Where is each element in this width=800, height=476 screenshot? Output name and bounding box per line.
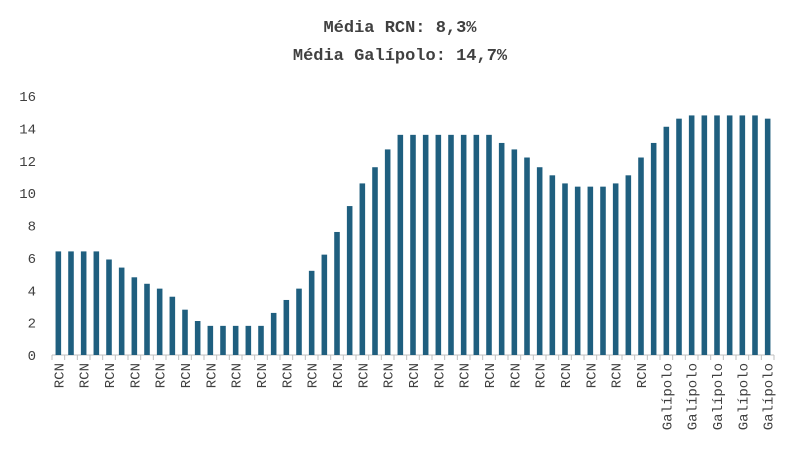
y-tick-label: 8	[28, 220, 36, 236]
bar	[144, 283, 150, 355]
y-tick-label: 10	[19, 187, 36, 203]
bar	[359, 183, 366, 355]
bar	[562, 183, 568, 355]
y-tick-label: 6	[28, 252, 36, 268]
bar	[536, 167, 543, 355]
bar	[600, 186, 606, 355]
x-tick-label: RCN	[356, 363, 372, 388]
bar	[321, 254, 328, 355]
x-tick-label: Galípolo	[736, 363, 752, 430]
bar	[688, 115, 695, 355]
bar	[194, 321, 201, 355]
bar	[80, 251, 87, 355]
y-tick-label: 0	[28, 349, 36, 365]
x-tick-label: RCN	[331, 363, 347, 388]
x-tick-label: RCN	[559, 363, 575, 388]
x-tick-label: RCN	[534, 363, 550, 388]
x-tick-label: RCN	[230, 363, 246, 388]
bar	[182, 309, 188, 355]
bar	[435, 134, 442, 355]
bar	[612, 183, 619, 355]
x-tick-label: RCN	[280, 363, 296, 388]
bar	[346, 206, 353, 355]
bar	[638, 157, 644, 355]
bar	[68, 251, 74, 355]
bar	[460, 134, 467, 355]
x-tick-label: RCN	[103, 363, 119, 388]
x-tick-label: RCN	[52, 363, 68, 388]
bar	[764, 118, 771, 355]
bar	[486, 134, 492, 355]
bar	[118, 267, 125, 355]
bar	[650, 142, 657, 355]
bar	[245, 325, 252, 355]
bar	[448, 134, 454, 355]
bar	[283, 299, 290, 355]
bar	[473, 134, 480, 355]
chart-subtitle: Média Galípolo: 14,7%	[293, 47, 508, 66]
y-tick-label: 12	[19, 155, 36, 171]
bar	[549, 175, 556, 355]
x-tick-label: Galípolo	[686, 363, 702, 430]
bar	[498, 142, 505, 355]
chart-title: Média RCN: 8,3%	[323, 19, 477, 38]
x-tick-label: RCN	[635, 363, 651, 388]
bar	[739, 115, 746, 355]
bar	[676, 118, 682, 355]
x-tick-label: RCN	[204, 363, 220, 388]
bar	[714, 115, 720, 355]
bar	[106, 259, 112, 355]
x-tick-label: RCN	[432, 363, 448, 388]
x-tick-label: Galípolo	[711, 363, 727, 430]
x-tick-label: RCN	[610, 363, 626, 388]
x-tick-label: RCN	[306, 363, 322, 388]
bar	[232, 325, 239, 355]
x-tick-label: RCN	[382, 363, 398, 388]
x-tick-label: RCN	[458, 363, 474, 388]
x-tick-label: RCN	[179, 363, 195, 388]
bar	[131, 277, 138, 355]
y-tick-label: 14	[19, 122, 36, 138]
x-tick-label: RCN	[154, 363, 170, 388]
x-tick-label: RCN	[407, 363, 423, 388]
x-tick-label: RCN	[508, 363, 524, 388]
bar	[207, 325, 214, 355]
x-tick-label: RCN	[78, 363, 94, 388]
bar	[422, 134, 429, 355]
bar	[308, 270, 315, 355]
bar	[372, 167, 378, 355]
x-tick-label: RCN	[255, 363, 271, 388]
y-tick-label: 16	[19, 90, 36, 106]
bar	[701, 115, 708, 355]
bar	[270, 312, 277, 355]
x-tick-label: Galípolo	[660, 363, 676, 430]
bar	[625, 175, 632, 355]
bar	[574, 186, 581, 355]
bar	[511, 149, 518, 355]
bar	[726, 115, 733, 355]
bar	[55, 251, 62, 355]
bar	[258, 325, 264, 355]
bar	[752, 115, 758, 355]
bar	[334, 231, 340, 355]
bar	[524, 157, 530, 355]
bar	[587, 186, 594, 355]
bar	[410, 134, 416, 355]
bar	[397, 134, 404, 355]
y-tick-label: 2	[28, 317, 36, 333]
bar	[93, 251, 100, 355]
x-tick-label: Galípolo	[762, 363, 778, 430]
y-tick-label: 4	[28, 284, 36, 300]
bar	[384, 149, 391, 355]
bar	[220, 325, 226, 355]
x-tick-label: RCN	[483, 363, 499, 388]
bar	[156, 288, 163, 355]
bar	[169, 296, 176, 355]
x-tick-label: RCN	[128, 363, 144, 388]
x-tick-label: RCN	[584, 363, 600, 388]
bar	[296, 288, 302, 355]
bar	[663, 126, 670, 355]
